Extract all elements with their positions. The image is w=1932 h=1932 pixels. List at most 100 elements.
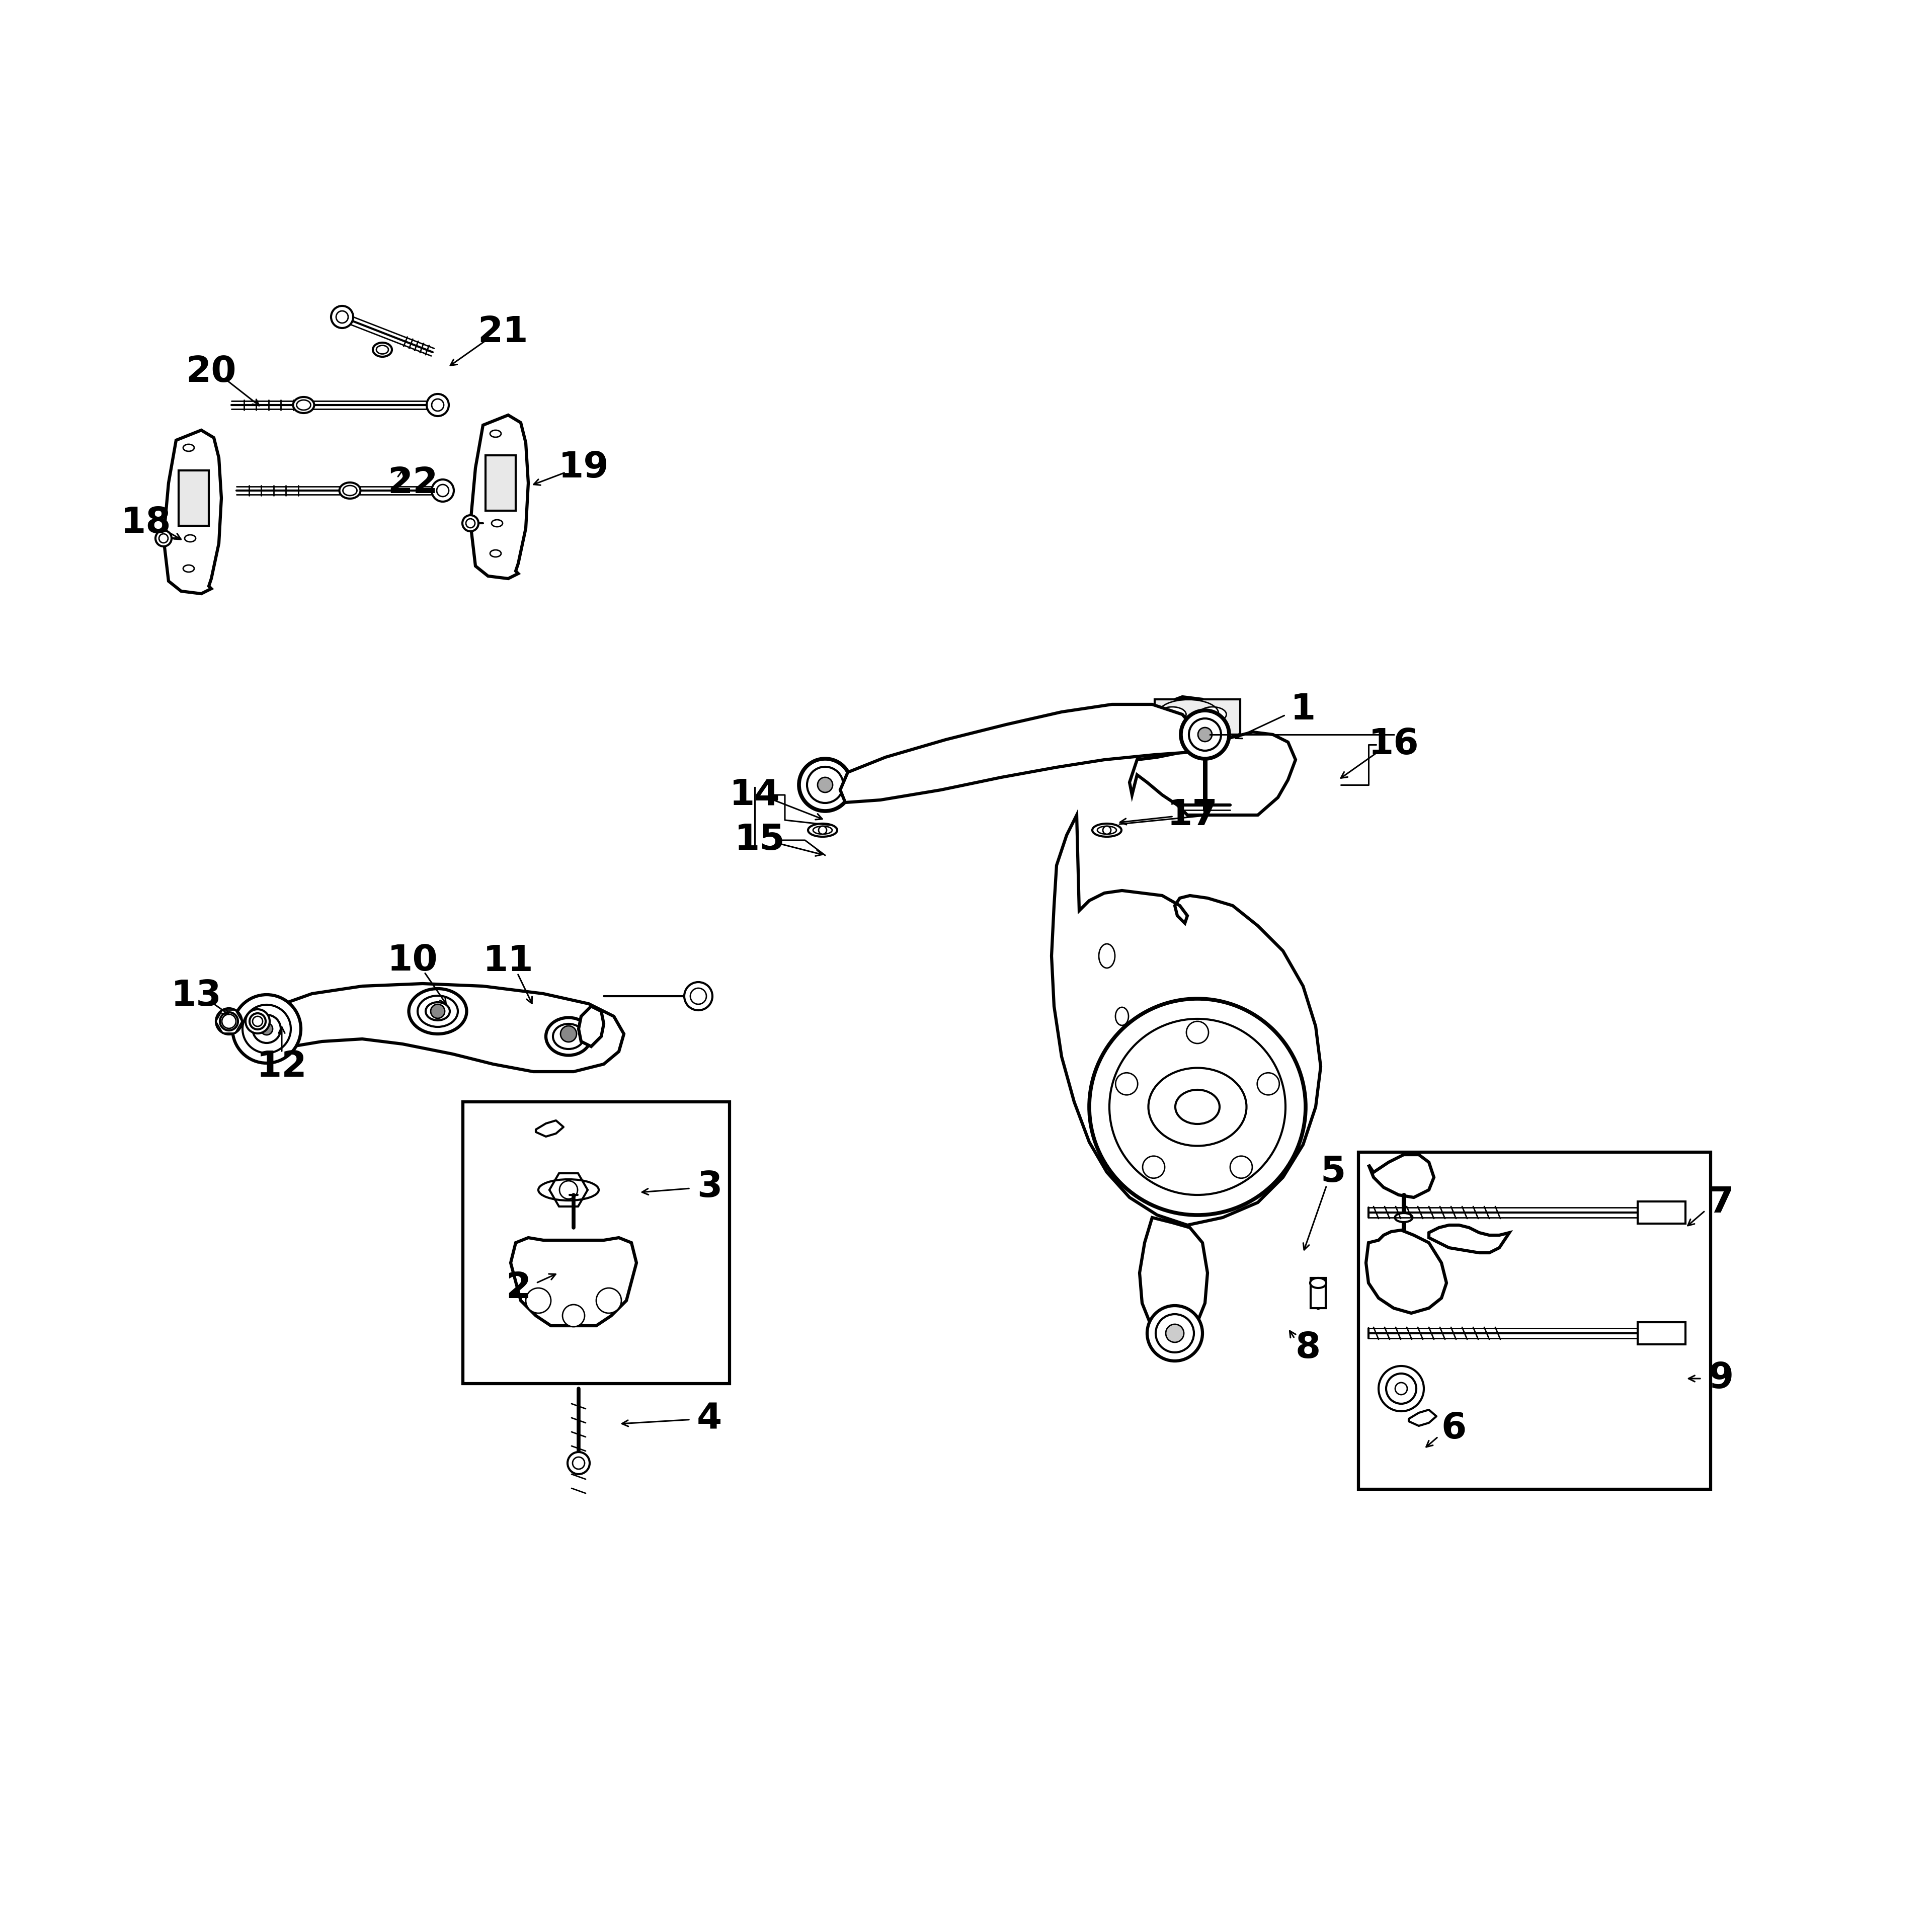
Ellipse shape [373,342,392,357]
Circle shape [1231,1155,1252,1179]
Bar [1358,1151,1710,1490]
Text: 13: 13 [170,980,222,1014]
Circle shape [572,1457,585,1468]
Text: 4: 4 [697,1401,723,1435]
Circle shape [597,1289,622,1314]
Ellipse shape [539,1179,599,1200]
Circle shape [1155,1314,1194,1352]
Ellipse shape [1395,1213,1412,1223]
Text: 8: 8 [1296,1331,1321,1366]
Polygon shape [1368,1155,1434,1198]
Bar [1155,699,1240,734]
Circle shape [562,1304,585,1327]
Text: 20: 20 [185,355,236,390]
Circle shape [1186,1022,1209,1043]
Bar [1310,1277,1325,1308]
Ellipse shape [1097,827,1117,835]
Text: 3: 3 [697,1171,723,1206]
Polygon shape [1130,732,1296,815]
Polygon shape [1366,1231,1447,1314]
Ellipse shape [808,823,837,837]
Circle shape [1165,1323,1184,1343]
Bar [464,1101,730,1383]
Ellipse shape [553,1024,583,1049]
Ellipse shape [184,444,195,452]
Circle shape [1395,1383,1406,1395]
Circle shape [560,1180,578,1200]
Circle shape [800,759,852,811]
Ellipse shape [294,396,315,413]
Circle shape [437,485,448,497]
Ellipse shape [1159,707,1186,723]
Polygon shape [257,983,624,1072]
Bar [178,469,209,526]
Circle shape [243,1005,292,1053]
Circle shape [1188,719,1221,752]
Circle shape [466,518,475,527]
Circle shape [253,1014,280,1043]
Ellipse shape [410,989,468,1034]
Circle shape [1385,1374,1416,1405]
Ellipse shape [425,1003,450,1020]
Circle shape [1180,711,1229,759]
Text: 11: 11 [483,943,533,978]
Ellipse shape [245,1009,270,1034]
Polygon shape [1430,1225,1509,1252]
Circle shape [431,479,454,502]
Circle shape [1103,827,1111,835]
Polygon shape [1051,815,1321,1225]
Circle shape [427,394,448,415]
Ellipse shape [1148,1068,1246,1146]
Circle shape [336,311,348,323]
Text: 15: 15 [734,823,784,858]
Text: 10: 10 [386,943,439,978]
Text: 5: 5 [1321,1155,1347,1190]
Circle shape [819,827,827,835]
Circle shape [526,1289,551,1314]
Ellipse shape [377,346,388,354]
Circle shape [1142,1155,1165,1179]
Text: 1: 1 [1291,692,1316,726]
Ellipse shape [298,400,311,410]
Circle shape [158,533,168,543]
Circle shape [222,1014,236,1028]
Circle shape [253,1016,263,1026]
Ellipse shape [491,551,500,556]
Circle shape [1148,1306,1202,1360]
Text: 16: 16 [1368,726,1418,761]
Circle shape [462,516,479,531]
Circle shape [560,1026,576,1041]
Text: 12: 12 [257,1049,307,1084]
Text: 18: 18 [120,506,172,541]
Ellipse shape [1198,707,1227,723]
Ellipse shape [491,520,502,527]
Polygon shape [578,1007,603,1047]
Circle shape [817,777,833,792]
Text: 22: 22 [386,466,439,500]
Circle shape [568,1453,589,1474]
Ellipse shape [220,1012,238,1030]
Ellipse shape [417,995,458,1028]
Polygon shape [1140,1217,1208,1343]
Ellipse shape [813,827,833,835]
Polygon shape [840,705,1198,802]
Text: 21: 21 [477,315,529,350]
Circle shape [155,529,172,547]
Circle shape [1258,1072,1279,1095]
Text: 2: 2 [506,1271,531,1306]
Polygon shape [510,1238,636,1325]
Ellipse shape [547,1018,591,1055]
Ellipse shape [1092,823,1121,837]
Circle shape [261,1022,272,1036]
Text: 17: 17 [1167,798,1217,833]
Circle shape [808,767,842,804]
Polygon shape [469,415,527,578]
Text: 19: 19 [558,450,609,485]
Circle shape [1198,728,1211,742]
Circle shape [690,987,707,1005]
Ellipse shape [342,485,357,497]
Ellipse shape [184,564,195,572]
Circle shape [1379,1366,1424,1410]
Circle shape [1109,1018,1285,1194]
Ellipse shape [1115,1007,1128,1026]
